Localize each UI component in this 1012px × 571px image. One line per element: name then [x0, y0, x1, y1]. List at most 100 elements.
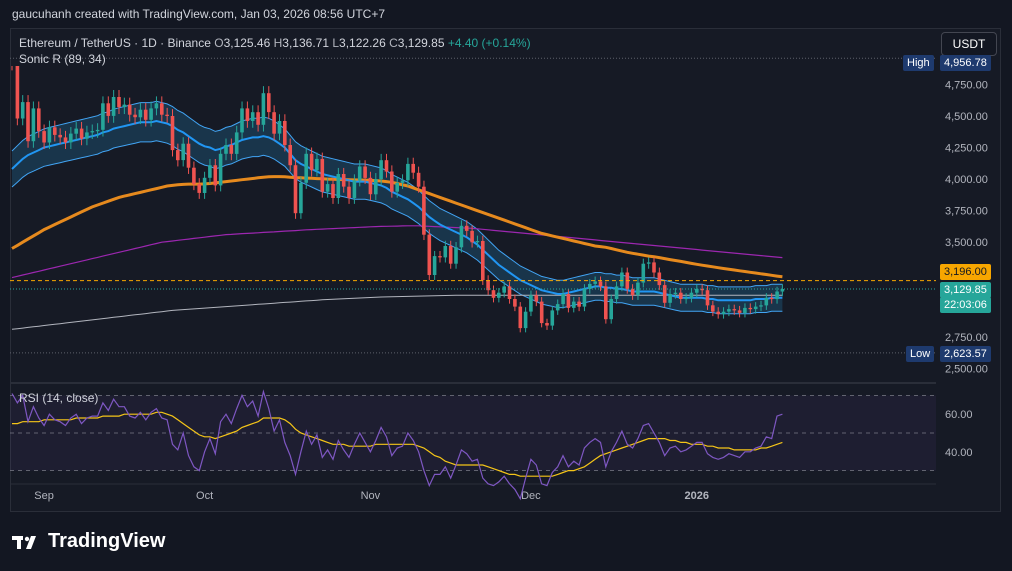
candle-body: [117, 97, 121, 108]
high-value: 3,136.71: [282, 36, 330, 50]
candle-body: [572, 301, 576, 308]
candle-body: [336, 174, 341, 198]
high-label: High: [903, 55, 934, 71]
candle-body: [363, 166, 367, 178]
candle-body: [614, 286, 619, 299]
candle-body: [101, 103, 105, 130]
currency-button[interactable]: USDT: [941, 32, 997, 56]
candle-body: [122, 104, 127, 108]
candle-body: [630, 288, 635, 296]
candle-body: [545, 323, 549, 326]
candle-body: [390, 171, 394, 192]
candle-body: [374, 179, 378, 195]
rsi-tick-label: 40.00: [945, 447, 973, 459]
candle-body: [550, 310, 555, 326]
candle-body: [534, 295, 539, 302]
candle-body: [127, 104, 132, 115]
candle-body: [288, 145, 292, 166]
candle-body: [347, 186, 351, 199]
candle-body: [604, 286, 608, 320]
candle-body: [26, 102, 30, 142]
candle-body: [620, 272, 624, 287]
candle-body: [10, 44, 14, 63]
candle-body: [406, 163, 410, 181]
tradingview-brand[interactable]: TradingView: [12, 530, 165, 553]
level-price-tag: 3,196.00: [940, 264, 991, 280]
indicator-legend-sonic[interactable]: Sonic R (89, 34): [19, 52, 106, 66]
price-tick-label: 4,500.00: [945, 111, 988, 123]
candle-body: [283, 121, 287, 145]
candle-body: [400, 180, 405, 183]
candle-body: [261, 93, 266, 125]
candle-body: [662, 285, 667, 303]
candle-body: [780, 289, 785, 292]
candle-body: [427, 234, 432, 275]
candle-body: [759, 305, 763, 307]
candle-body: [470, 230, 474, 243]
candle-body: [63, 137, 68, 143]
candle-body: [224, 145, 228, 154]
last-price-tag: 3,129.85: [940, 282, 991, 298]
candle-body: [352, 180, 357, 199]
candle-body: [384, 160, 389, 172]
candle-body: [609, 299, 613, 320]
candle-body: [561, 294, 565, 305]
candle-body: [416, 172, 421, 187]
candle-body: [165, 114, 169, 116]
candle-body: [422, 186, 426, 235]
candle-body: [491, 290, 496, 298]
candle-body: [679, 292, 683, 299]
candle-body: [459, 225, 464, 248]
candle-body: [716, 311, 720, 315]
candle-body: [737, 310, 742, 313]
candle-body: [218, 153, 223, 186]
candle-body: [641, 263, 646, 283]
ma-long-line: [11, 294, 783, 330]
candle-body: [448, 246, 453, 264]
candle-body: [234, 132, 239, 154]
candle-body: [652, 262, 656, 273]
symbol-legend[interactable]: Ethereum / TetherUS · 1D · Binance O3,12…: [19, 36, 531, 50]
candle-body: [689, 292, 694, 298]
candle-body: [58, 134, 62, 138]
candle-body: [481, 241, 485, 281]
candle-body: [753, 306, 758, 310]
candle-body: [31, 108, 36, 142]
candle-body: [379, 160, 383, 180]
time-tick-label: Oct: [196, 490, 213, 502]
candle-body: [411, 163, 415, 173]
candle-body: [320, 158, 325, 192]
candle-body: [523, 311, 528, 329]
candle-body: [325, 184, 330, 192]
candle-body: [395, 182, 399, 192]
candle-body: [673, 292, 678, 294]
candle-body: [732, 309, 737, 311]
candle-body: [668, 294, 672, 303]
candle-body: [775, 291, 779, 300]
candle-body: [208, 165, 212, 178]
candle-body: [20, 102, 25, 119]
candle-body: [293, 165, 298, 214]
candle-body: [229, 145, 234, 154]
candle-body: [529, 295, 533, 312]
candle-body: [133, 114, 137, 118]
rsi-line: [11, 389, 783, 501]
candle-body: [192, 167, 196, 185]
candle-body: [432, 256, 437, 275]
candle-body: [53, 127, 57, 135]
candle-body: [79, 128, 84, 139]
indicator-legend-rsi[interactable]: RSI (14, close): [19, 391, 99, 405]
candle-body: [299, 182, 303, 214]
candle-body: [438, 256, 442, 258]
candle-body: [341, 174, 346, 187]
rsi-ma-line: [12, 411, 783, 477]
candle-body: [368, 177, 373, 195]
rsi-tick-label: 60.00: [945, 409, 973, 421]
candle-body: [256, 112, 260, 125]
candle-body: [154, 103, 159, 109]
candle-body: [357, 166, 362, 181]
candle-body: [518, 306, 523, 329]
candle-body: [566, 294, 571, 308]
